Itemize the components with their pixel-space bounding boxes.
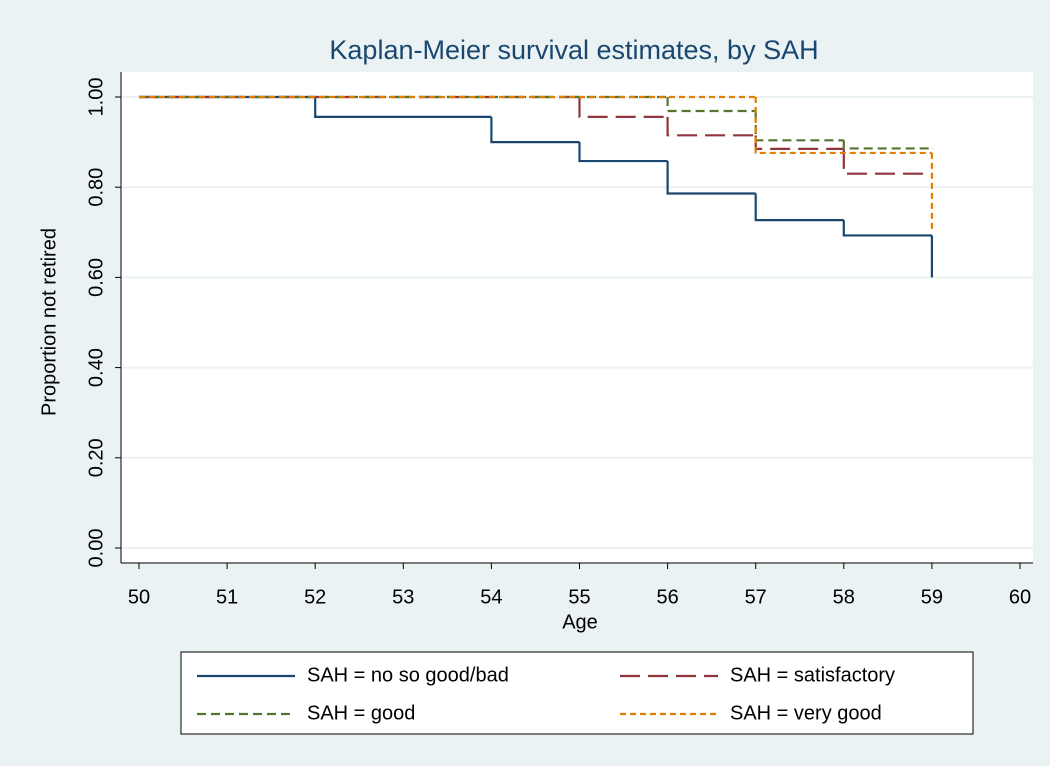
legend xyxy=(180,651,974,735)
survival-step xyxy=(578,97,668,118)
x-tick-label: 56 xyxy=(656,586,678,608)
y-tick-label: 0.20 xyxy=(85,438,107,477)
y-tick-label: 0.80 xyxy=(85,168,107,207)
survival-step xyxy=(754,97,932,155)
x-tick-label: 51 xyxy=(216,586,238,608)
survival-step xyxy=(578,142,668,163)
x-tick-label: 53 xyxy=(392,586,414,608)
y-axis-title: Proportion not retired xyxy=(38,228,60,416)
survival-step xyxy=(314,97,492,118)
x-tick-label: 52 xyxy=(304,586,326,608)
y-tick-label: 0.60 xyxy=(85,258,107,297)
x-tick-label: 54 xyxy=(480,586,502,608)
survival-step xyxy=(666,97,756,113)
x-tick-label: 59 xyxy=(921,586,943,608)
survival-step xyxy=(666,116,756,137)
legend-label: SAH = no so good/bad xyxy=(307,664,509,686)
survival-step xyxy=(842,148,932,175)
survival-step xyxy=(666,161,756,195)
x-tick-label: 57 xyxy=(745,586,767,608)
survival-step xyxy=(754,193,844,222)
survival-step xyxy=(842,140,932,150)
x-tick-label: 58 xyxy=(833,586,855,608)
y-tick-label: 1.00 xyxy=(85,78,107,117)
survival-step xyxy=(490,116,580,144)
survival-step xyxy=(842,220,932,237)
x-tick-label: 55 xyxy=(568,586,590,608)
plot-area xyxy=(121,72,1033,563)
x-axis-title: Age xyxy=(562,611,598,633)
legend-label: SAH = good xyxy=(307,702,415,724)
x-tick-label: 60 xyxy=(1009,586,1031,608)
legend-label: SAH = satisfactory xyxy=(730,664,895,686)
y-tick-label: 0.40 xyxy=(85,348,107,387)
chart-title: Kaplan-Meier survival estimates, by SAH xyxy=(329,35,818,65)
legend-label: SAH = very good xyxy=(730,702,882,724)
y-tick-label: 0.00 xyxy=(85,529,107,568)
x-tick-label: 50 xyxy=(128,586,150,608)
